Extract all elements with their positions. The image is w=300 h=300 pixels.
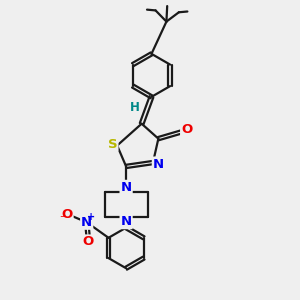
Text: N: N xyxy=(153,158,164,170)
Text: S: S xyxy=(108,137,118,151)
Text: N: N xyxy=(121,181,132,194)
Text: O: O xyxy=(181,124,192,136)
Text: +: + xyxy=(86,212,94,222)
Text: O: O xyxy=(82,236,94,248)
Text: N: N xyxy=(81,216,92,229)
Text: N: N xyxy=(121,215,132,228)
Text: H: H xyxy=(130,101,140,114)
Text: O: O xyxy=(61,208,73,221)
Text: ⁻: ⁻ xyxy=(59,214,65,224)
